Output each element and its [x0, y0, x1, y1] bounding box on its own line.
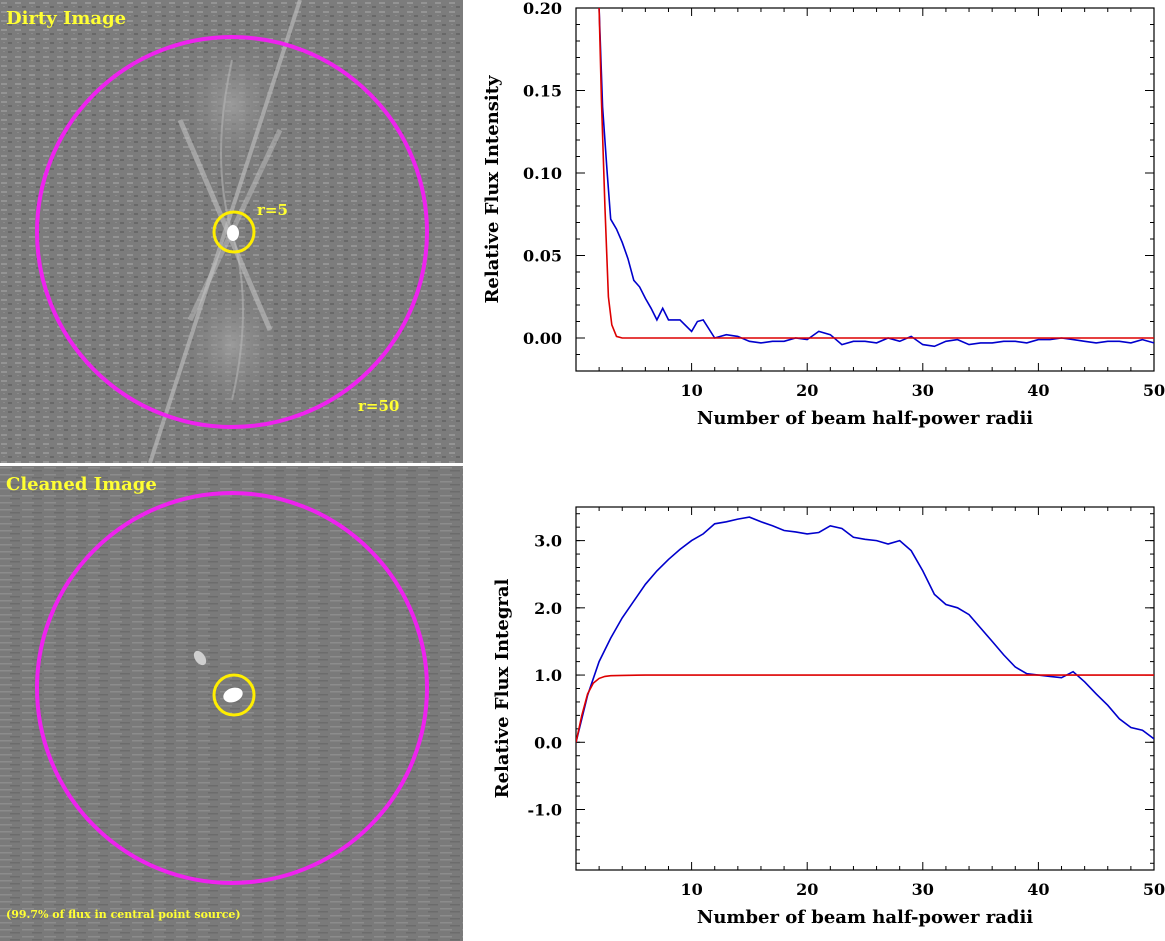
x-tick-label: 10 [680, 381, 702, 400]
x-tick-label: 50 [1143, 880, 1165, 899]
series-line-red [598, 8, 1154, 339]
plot-frame [575, 506, 1155, 871]
outer-ring-clean [35, 491, 429, 885]
x-tick-label: 40 [1027, 381, 1049, 400]
x-tick-label: 50 [1143, 381, 1165, 400]
y-tick-label: 0.0 [534, 733, 562, 752]
point-source [227, 225, 239, 241]
y-tick-label: 1.0 [534, 666, 562, 685]
cleaned-image-panel: Cleaned Image (99.7% of flux in central … [0, 466, 463, 941]
plot-frame [575, 7, 1155, 372]
outer-ring-label: r=50 [358, 397, 400, 415]
series-line-blue [576, 516, 1154, 743]
y-tick-label: -1.0 [528, 801, 562, 820]
y-tick-label: 0.00 [523, 329, 562, 348]
x-tick-label: 30 [912, 880, 934, 899]
cleaned-image-title: Cleaned Image [6, 474, 157, 495]
dirty-image-graphic [0, 0, 463, 463]
series-line-blue [598, 8, 1154, 348]
x-tick-label: 40 [1027, 880, 1049, 899]
dirty-image-panel: Dirty Image r=5 r=50 [0, 0, 463, 463]
y-tick-label: 0.20 [523, 0, 562, 18]
y-tick-label: 3.0 [534, 532, 562, 551]
dirty-image-title: Dirty Image [6, 8, 127, 29]
y-tick-label: 0.15 [523, 82, 562, 101]
cleaned-image-graphic [0, 466, 463, 941]
x-axis-title: Number of beam half-power radii [697, 408, 1033, 429]
x-tick-label: 30 [912, 381, 934, 400]
y-tick-label: 0.05 [523, 247, 562, 266]
outer-ring [35, 35, 429, 429]
x-tick-label: 20 [796, 381, 818, 400]
inner-ring-label: r=5 [257, 201, 288, 219]
series-line-red [576, 674, 1154, 743]
y-axis-title: Relative Flux Intensity [482, 75, 503, 304]
x-axis-title: Number of beam half-power radii [697, 907, 1033, 928]
secondary-source [193, 650, 207, 666]
x-tick-label: 20 [796, 880, 818, 899]
central-point-source [223, 687, 243, 703]
y-axis-title: Relative Flux Integral [492, 578, 513, 798]
flux-note: (99.7% of flux in central point source) [6, 908, 241, 921]
inner-ring [212, 210, 256, 254]
x-tick-label: 10 [680, 880, 702, 899]
y-tick-label: 0.10 [523, 164, 562, 183]
inner-ring-clean [212, 673, 256, 717]
flux-intensity-chart: 10 20 30 40 50 0.00 0.05 0.10 0.15 0.20 Number of … [482, 0, 1165, 429]
flux-integral-chart: 10 20 30 40 50 -1.0 0.0 1.0 2.0 3.0 Number of beam… [492, 506, 1165, 928]
y-tick-label: 2.0 [534, 599, 562, 618]
